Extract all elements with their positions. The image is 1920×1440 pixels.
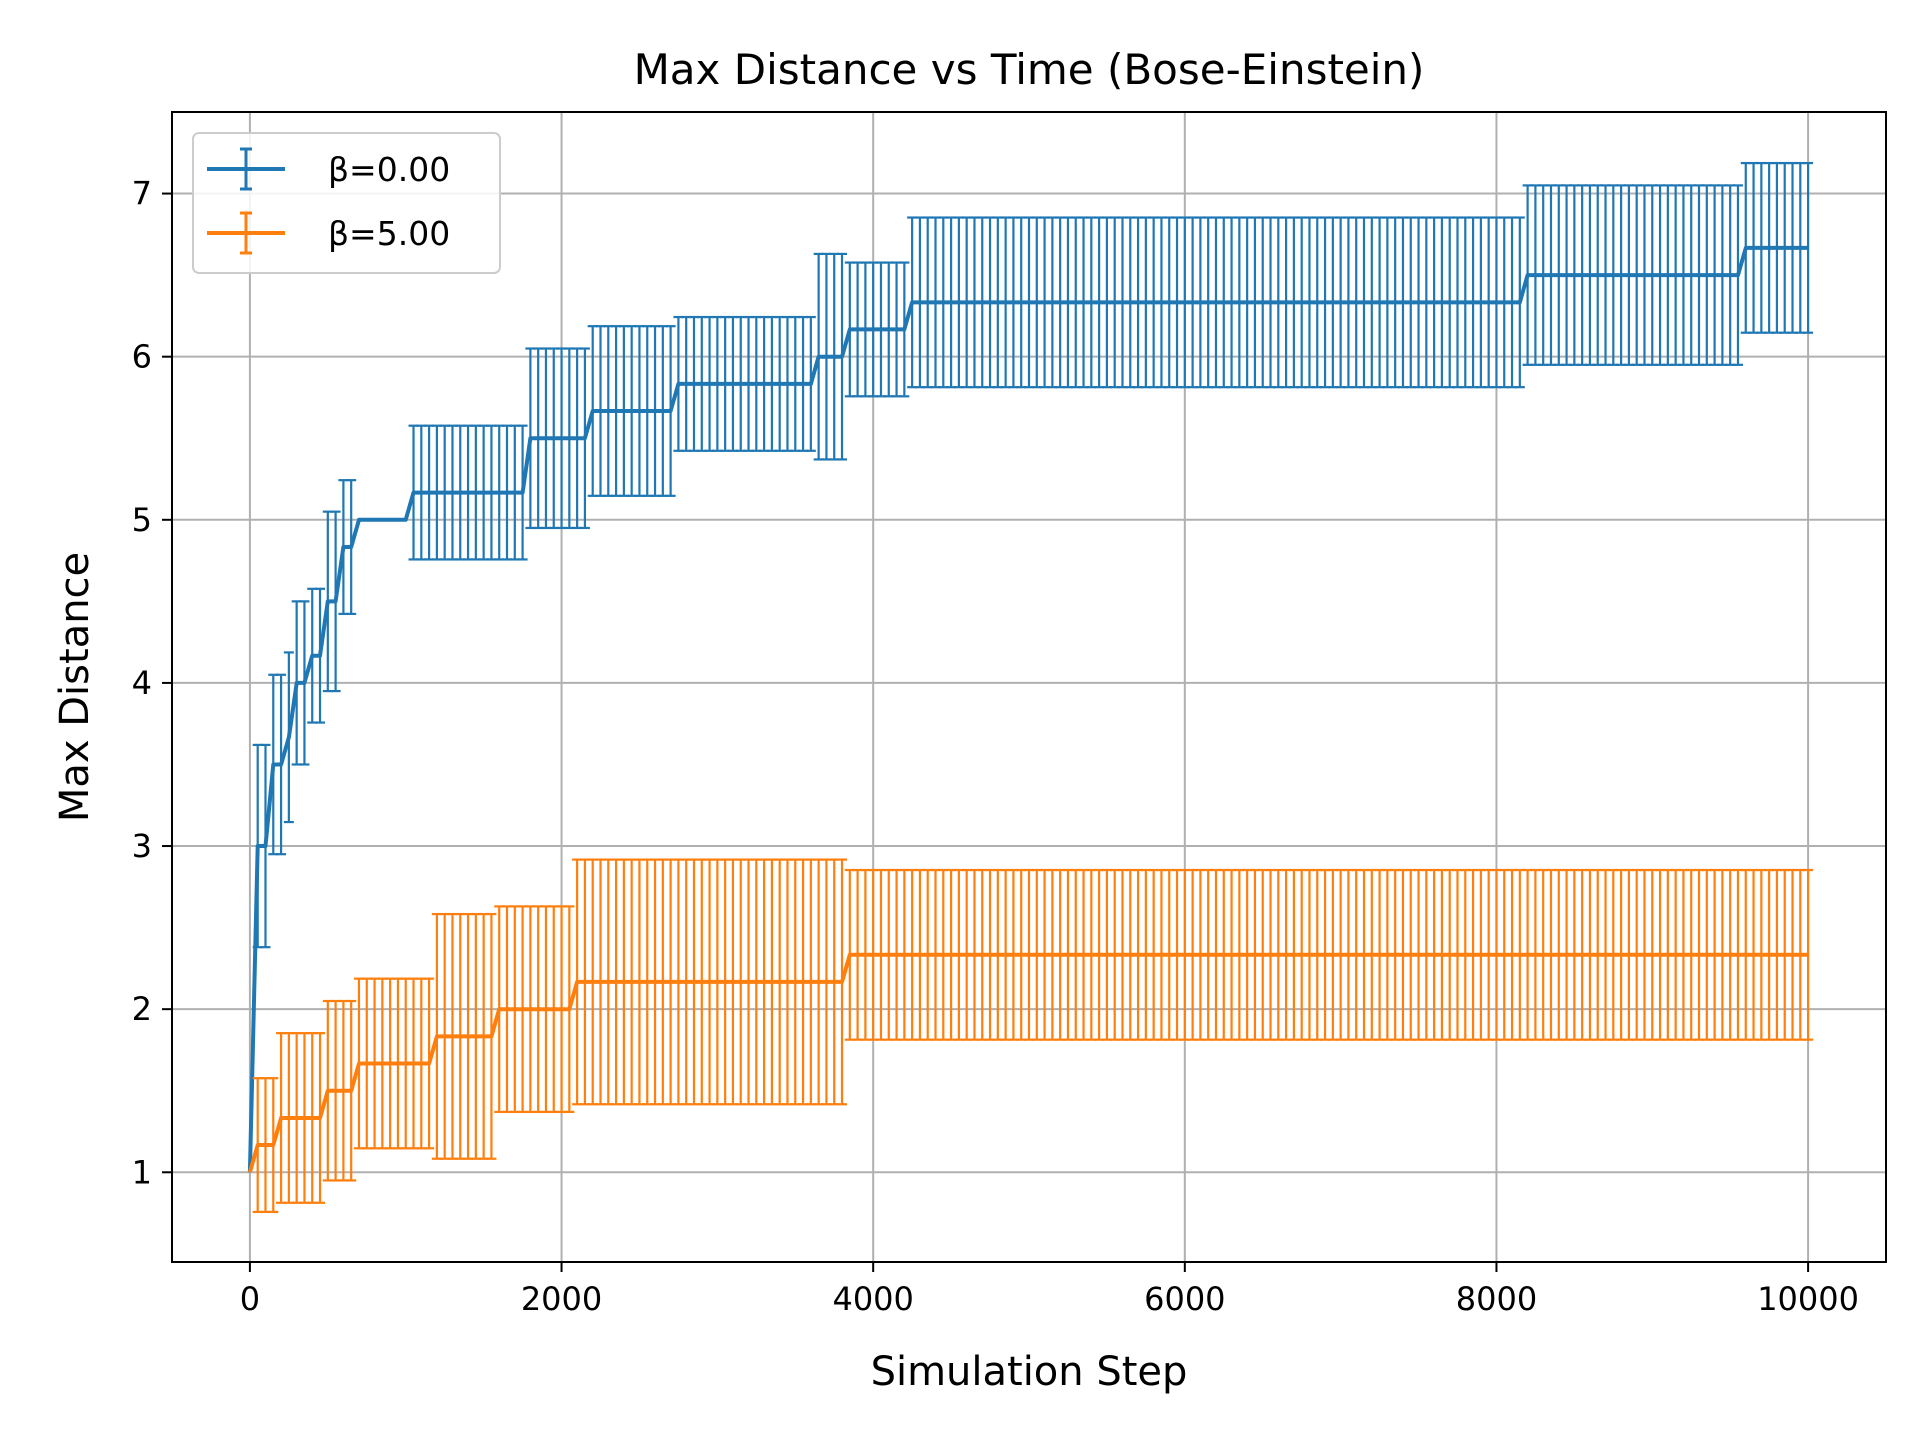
x-axis: 0 2000 4000 6000 8000 10000 <box>240 1262 1859 1318</box>
x-tick-label: 8000 <box>1456 1280 1537 1318</box>
x-tick-label: 4000 <box>832 1280 913 1318</box>
series-line <box>247 245 1809 1173</box>
y-tick-label: 2 <box>132 990 152 1028</box>
x-tick-label: 0 <box>240 1280 260 1318</box>
plot-area <box>247 161 1814 1214</box>
series-2 <box>247 858 1814 1214</box>
y-tick-label: 3 <box>132 827 152 865</box>
y-tick-label: 5 <box>132 501 152 539</box>
x-tick-label: 10000 <box>1757 1280 1859 1318</box>
y-tick-label: 7 <box>132 175 152 213</box>
series-line <box>247 952 1809 1173</box>
y-tick-label: 1 <box>132 1153 152 1191</box>
legend-label: β=0.00 <box>328 150 450 189</box>
y-tick-label: 6 <box>132 338 152 376</box>
legend: β=0.00 β=5.00 <box>192 132 501 274</box>
legend-item: β=5.00 <box>207 211 450 255</box>
axes-frame <box>171 111 1887 1263</box>
legend-label: β=5.00 <box>328 214 450 253</box>
y-tick-label: 4 <box>132 664 152 702</box>
chart-title: Max Distance vs Time (Bose-Einstein) <box>634 45 1425 94</box>
legend-item: β=0.00 <box>207 147 450 191</box>
x-tick-label: 6000 <box>1144 1280 1225 1318</box>
x-tick-label: 2000 <box>521 1280 602 1318</box>
x-axis-label: Simulation Step <box>871 1349 1188 1395</box>
series-1 <box>247 161 1814 1173</box>
y-axis: 1 2 3 4 5 6 7 <box>132 175 172 1191</box>
y-axis-label: Max Distance <box>52 552 98 822</box>
